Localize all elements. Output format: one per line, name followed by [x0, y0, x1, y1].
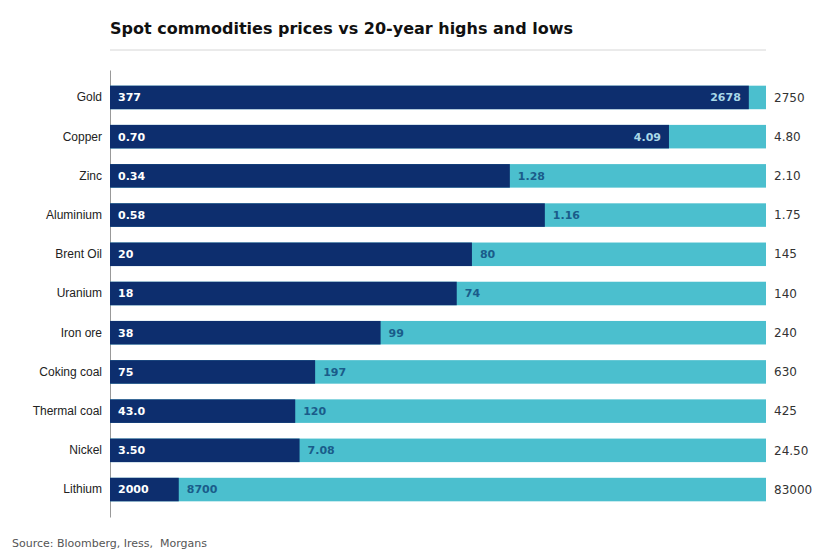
- high-label: 83000: [774, 483, 812, 497]
- y-tick: Thermal coal: [33, 404, 102, 418]
- spot-bar: [110, 203, 545, 227]
- spot-label: 1.16: [553, 209, 580, 222]
- low-label: 3.50: [118, 444, 145, 457]
- labels: 377 2678 2750 0.70 4.09 4.80 0.34 1.28 2.10 0.58 1…: [118, 91, 812, 497]
- spot-bar: [110, 282, 457, 306]
- y-tick-label: Uranium: [57, 286, 102, 300]
- source: Source: Bloomberg, Iress, Morgans: [12, 537, 207, 550]
- y-tick-label: Iron ore: [61, 326, 103, 340]
- low-label: 20: [118, 248, 134, 261]
- y-tick-label: Brent Oil: [55, 247, 102, 261]
- spot-label: 8700: [187, 483, 218, 496]
- title: Spot commodities prices vs 20-year highs…: [110, 19, 573, 38]
- high-label: 145: [774, 247, 797, 261]
- y-tick-label: Aluminium: [46, 208, 102, 222]
- y-tick-label: Copper: [63, 129, 102, 143]
- y-tick-label: Thermal coal: [33, 404, 102, 418]
- low-label: 377: [118, 91, 141, 104]
- low-label: 43.0: [118, 405, 145, 418]
- high-label: 425: [774, 404, 797, 418]
- spot-label: 1.28: [518, 170, 545, 183]
- high-label: 4.80: [774, 130, 801, 144]
- low-label: 75: [118, 366, 133, 379]
- spot-label: 7.08: [308, 444, 335, 457]
- spot-label: 120: [303, 405, 326, 418]
- high-label: 1.75: [774, 208, 801, 222]
- spot-bar: [110, 478, 179, 502]
- spot-label: 197: [323, 366, 346, 379]
- high-bar: [110, 164, 766, 188]
- high-bar: [110, 478, 766, 502]
- low-label: 0.34: [118, 170, 145, 183]
- high-bar: [110, 203, 766, 227]
- y-tick: Iron ore: [61, 326, 103, 340]
- y-tick-label: Gold: [77, 90, 102, 104]
- high-label: 240: [774, 326, 797, 340]
- spot-label: 80: [480, 248, 496, 261]
- high-bar: [110, 399, 766, 423]
- high-bar: [110, 439, 766, 463]
- y-tick: Uranium: [57, 286, 102, 300]
- y-tick: Coking coal: [39, 365, 102, 379]
- spot-label: 99: [389, 327, 404, 340]
- y-tick: Copper: [63, 129, 102, 143]
- chart: Spot commodities prices vs 20-year highs…: [0, 0, 836, 559]
- low-label: 2000: [118, 483, 149, 496]
- y-tick-label: Zinc: [79, 169, 102, 183]
- y-tick-label: Lithium: [63, 482, 102, 496]
- spot-bar: [110, 360, 315, 384]
- low-label: 0.58: [118, 209, 145, 222]
- y-axis: Gold Copper Zinc Aluminium Brent Oil Uranium I…: [33, 71, 111, 518]
- y-tick: Zinc: [79, 169, 102, 183]
- spot-label: 4.09: [634, 131, 661, 144]
- title-rule: [110, 50, 766, 51]
- spot-bar: [110, 399, 295, 423]
- spot-label: 74: [465, 287, 481, 300]
- y-tick-label: Coking coal: [39, 365, 102, 379]
- high-label: 140: [774, 287, 797, 301]
- high-bar: [110, 243, 766, 267]
- spot-label: 2678: [710, 91, 741, 104]
- spot-bar: [110, 439, 300, 463]
- spot-bar: [110, 321, 381, 345]
- high-bar: [110, 125, 766, 149]
- high-label: 2.10: [774, 169, 801, 183]
- high-bar: [110, 360, 766, 384]
- spot-bar: [110, 125, 669, 149]
- spot-bar: [110, 243, 472, 267]
- y-tick: Lithium: [63, 482, 102, 496]
- y-tick-label: Nickel: [69, 443, 102, 457]
- high-label: 630: [774, 365, 797, 379]
- high-bar: [110, 86, 766, 110]
- high-bar: [110, 321, 766, 345]
- high-label: 2750: [774, 91, 805, 105]
- spot-bar: [110, 164, 510, 188]
- low-label: 38: [118, 327, 133, 340]
- low-label: 0.70: [118, 131, 145, 144]
- y-tick: Gold: [77, 90, 102, 104]
- high-label: 24.50: [774, 444, 808, 458]
- y-tick: Aluminium: [46, 208, 102, 222]
- y-tick: Brent Oil: [55, 247, 102, 261]
- y-tick: Nickel: [69, 443, 102, 457]
- high-bar: [110, 282, 766, 306]
- spot-bar: [110, 86, 749, 110]
- bars: [110, 86, 766, 502]
- low-label: 18: [118, 287, 133, 300]
